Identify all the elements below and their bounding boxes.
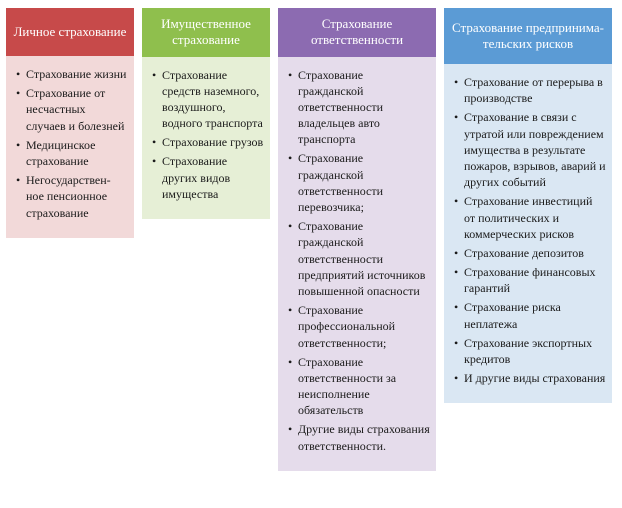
list-item: Страхование от несчастных случаев и боле… <box>16 85 128 134</box>
column-header: Страхование ответственности <box>278 8 436 57</box>
columns-container: Личное страхованиеСтрахование жизниСтрах… <box>0 0 622 479</box>
list-item: Негосударствен-ное пенсионное страховани… <box>16 172 128 221</box>
column-2: Страхование ответственности Страхование г… <box>278 8 436 471</box>
item-list: Страхование гражданской ответственности … <box>284 67 430 454</box>
item-list: Страхование от перерыва в производствеСт… <box>450 74 606 386</box>
item-list: Страхование средств наземного, воздушног… <box>148 67 264 203</box>
list-item: Страхование жизни <box>16 66 128 82</box>
list-item: Страхование ответственности за неисполне… <box>288 354 430 419</box>
list-item: Страхование экспортных кредитов <box>454 335 606 367</box>
list-item: Страхование от перерыва в производстве <box>454 74 606 106</box>
item-list: Страхование жизни Страхование от несчастн… <box>12 66 128 221</box>
column-0: Личное страхованиеСтрахование жизниСтрах… <box>6 8 134 238</box>
column-1: Имущественное страхование Страхование сре… <box>142 8 270 219</box>
list-item: Страхование инвестиций от политических и… <box>454 193 606 242</box>
list-item: Страхование депозитов <box>454 245 606 261</box>
column-header: Имущественное страхование <box>142 8 270 57</box>
list-item: И другие виды страхования <box>454 370 606 386</box>
list-item: Страхование гражданской ответственности … <box>288 150 430 215</box>
list-item: Страхование средств наземного, воздушног… <box>152 67 264 132</box>
list-item: Страхование в связи с утратой или повреж… <box>454 109 606 190</box>
list-item: Страхование гражданской ответственности … <box>288 218 430 299</box>
list-item: Страхование финансовых гарантий <box>454 264 606 296</box>
list-item: Страхование других видов имущества <box>152 153 264 202</box>
column-header: Страхование предпринима-тельских рисков <box>444 8 612 64</box>
list-item: Медицинское страхование <box>16 137 128 169</box>
list-item: Страхование гражданской ответственности … <box>288 67 430 148</box>
column-body: Страхование гражданской ответственности … <box>278 57 436 471</box>
list-item: Страхование грузов <box>152 134 264 150</box>
column-body: Страхование жизни Страхование от несчастн… <box>6 56 134 238</box>
list-item: Другие виды страхования ответственности. <box>288 421 430 453</box>
list-item: Страхование риска неплатежа <box>454 299 606 331</box>
column-3: Страхование предпринима-тельских рисков С… <box>444 8 612 403</box>
list-item: Страхование профессиональной ответственн… <box>288 302 430 351</box>
column-header: Личное страхование <box>6 8 134 56</box>
column-body: Страхование от перерыва в производствеСт… <box>444 64 612 403</box>
column-body: Страхование средств наземного, воздушног… <box>142 57 270 220</box>
